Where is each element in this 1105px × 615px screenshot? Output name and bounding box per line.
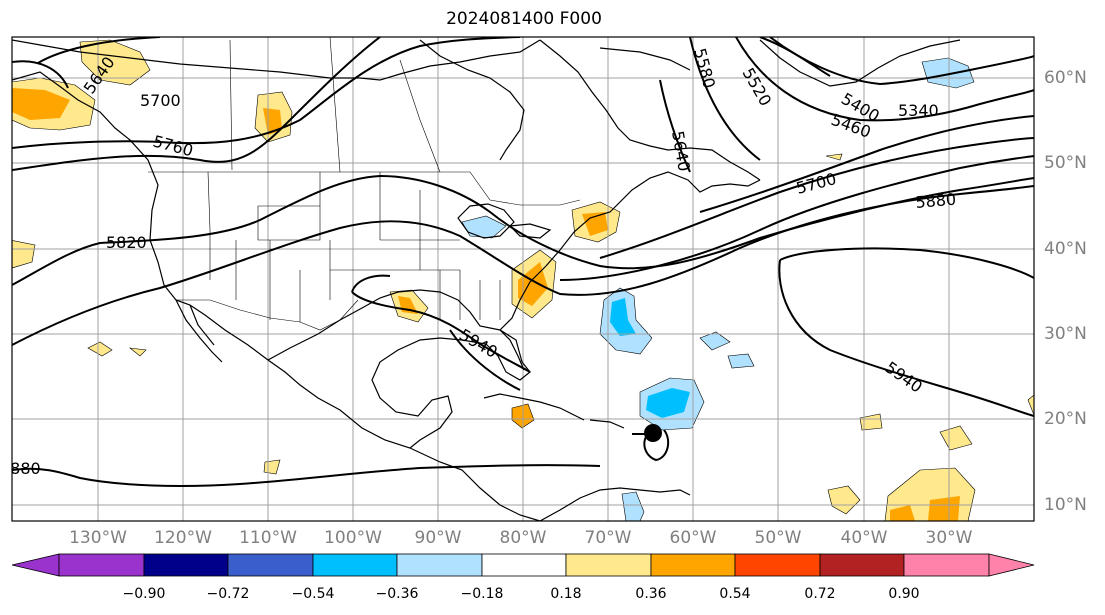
- colorbar-tick-label: 0.36: [635, 586, 667, 602]
- longitude-label: 40°W: [840, 528, 888, 548]
- coastlines: [12, 39, 961, 521]
- colorbar-tick-label: −0.36: [375, 586, 419, 602]
- longitude-label: 50°W: [754, 528, 802, 548]
- colorbar-tick-label: 0.72: [804, 586, 836, 602]
- contour-label: 5880: [0, 459, 41, 478]
- latitude-label: 10°N: [1044, 495, 1087, 515]
- longitude-label: 70°W: [584, 528, 632, 548]
- height-contours: [12, 37, 1034, 487]
- longitude-label: 120°W: [154, 528, 212, 548]
- map-frame: [11, 36, 1035, 522]
- latitude-label: 60°N: [1044, 68, 1087, 88]
- colorbar-tick-label: −0.90: [122, 586, 166, 602]
- colorbar-tick-label: 0.18: [550, 586, 582, 602]
- graticule: [12, 37, 1034, 521]
- colorbar-tick-label: −0.54: [291, 586, 335, 602]
- map-title: 2024081400 F000: [446, 9, 602, 29]
- storm-center-marker: [632, 424, 662, 442]
- contour-label: 5820: [106, 233, 147, 252]
- negative-anomaly-shading: [461, 57, 975, 521]
- longitude-label: 130°W: [69, 528, 127, 548]
- latitude-label: 40°N: [1044, 239, 1087, 259]
- longitude-label: 100°W: [324, 528, 382, 548]
- colorbar-tick-label: −0.72: [206, 586, 250, 602]
- contour-label: 5340: [898, 101, 939, 120]
- latitude-label: 50°N: [1044, 153, 1087, 173]
- colorbar-tick-label: 0.54: [719, 586, 751, 602]
- latitude-label: 20°N: [1044, 409, 1087, 429]
- longitude-label: 80°W: [499, 528, 547, 548]
- colorbar: [11, 553, 1035, 577]
- longitude-label: 110°W: [239, 528, 297, 548]
- contour-label: 5700: [140, 91, 181, 110]
- longitude-label: 90°W: [414, 528, 462, 548]
- political-borders: [148, 37, 581, 331]
- colorbar-tick-label: 0.90: [888, 586, 920, 602]
- contour-label: 5880: [915, 190, 957, 212]
- longitude-label: 60°W: [669, 528, 717, 548]
- longitude-label: 30°W: [925, 528, 973, 548]
- latitude-label: 30°N: [1044, 324, 1087, 344]
- colorbar-tick-label: −0.18: [460, 586, 504, 602]
